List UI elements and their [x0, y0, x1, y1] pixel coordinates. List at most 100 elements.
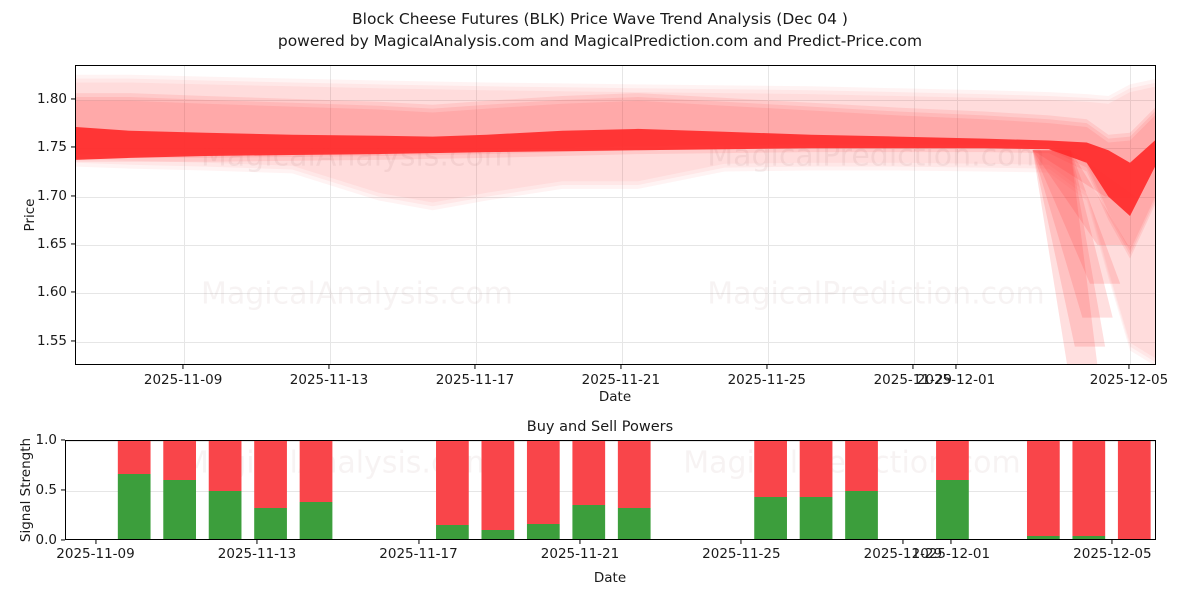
- wave-fan-segment: [1032, 150, 1106, 347]
- signal-xtick-label: 2025-11-21: [540, 546, 620, 562]
- signal-xtick-mark: [94, 540, 97, 544]
- signal-y-axis-label: Signal Strength: [18, 437, 34, 543]
- price-ytick-mark: [71, 291, 75, 293]
- sell-power-bar: [617, 441, 651, 508]
- signal-gridline-h: [66, 441, 1155, 442]
- wave-fan-segment: [1032, 150, 1121, 284]
- signal-xtick-label: 2025-11-29: [863, 546, 943, 562]
- sell-power-bar: [299, 441, 333, 502]
- price-xtick-mark: [474, 365, 476, 369]
- signal-x-axis-label: Date: [593, 570, 627, 586]
- wave-fan-segment: [1032, 150, 1128, 245]
- price-xtick-label: 2025-12-01: [916, 372, 996, 388]
- signal-xtick-label: 2025-12-05: [1073, 546, 1152, 562]
- buy-power-bar: [117, 474, 151, 539]
- price-xtick-label: 2025-12-05: [1089, 372, 1169, 388]
- signal-ytick-mark: [61, 539, 65, 541]
- buy-power-bar: [1072, 536, 1106, 539]
- sell-power-bar: [845, 441, 878, 491]
- signal-chart-title: Buy and Sell Powers: [526, 419, 674, 435]
- sell-power-bar: [163, 441, 197, 480]
- signal-xtick-label: 2025-12-01: [911, 546, 991, 562]
- buy-power-bar: [299, 502, 333, 539]
- price-gridline-v: [476, 66, 477, 364]
- price-ytick-label: 1.55: [36, 332, 67, 349]
- signal-ytick-label: 1.0: [35, 432, 57, 448]
- buy-power-bar: [163, 480, 197, 539]
- price-xtick-label: 2025-11-25: [727, 372, 807, 388]
- wave-band-band-mid: [76, 93, 1155, 251]
- buy-power-bar: [754, 497, 787, 539]
- buy-power-bar: [617, 508, 651, 539]
- price-ytick-mark: [71, 146, 75, 148]
- buy-power-bar: [481, 530, 515, 539]
- price-gridline-h: [76, 293, 1155, 295]
- sell-power-bar: [208, 441, 242, 491]
- signal-ytick-label: 0.5: [35, 482, 57, 498]
- price-gridline-v: [184, 66, 186, 364]
- price-ytick-mark: [71, 98, 75, 100]
- wave-band-band-core: [76, 127, 1155, 216]
- price-ytick-label: 1.70: [36, 187, 67, 204]
- signal-xtick-mark: [950, 540, 952, 544]
- wave-fan-segment: [1032, 150, 1113, 318]
- figure-title-line-2: powered by MagicalAnalysis.com and Magic…: [277, 32, 923, 50]
- sell-power-bar: [799, 441, 833, 497]
- signal-xtick-mark: [417, 540, 420, 544]
- price-xtick-label: 2025-11-13: [289, 372, 369, 388]
- sell-power-bar: [1117, 441, 1151, 539]
- figure-title-line-1: Block Cheese Futures (BLK) Price Wave Tr…: [352, 10, 848, 28]
- signal-xtick-mark: [740, 540, 742, 544]
- sell-power-bar: [117, 441, 151, 474]
- signal-xtick-label: 2025-11-17: [379, 546, 458, 562]
- price-ytick-mark: [71, 340, 75, 342]
- price-ytick-mark: [71, 243, 75, 245]
- buy-power-bar: [208, 491, 242, 539]
- sell-power-bar: [254, 441, 287, 508]
- signal-xtick-label: 2025-11-25: [702, 546, 781, 562]
- buy-power-bar: [799, 497, 833, 539]
- signal-xtick-mark: [579, 540, 581, 544]
- signal-ytick-label: 0.0: [35, 532, 57, 548]
- wave-fan-segment: [1032, 150, 1098, 364]
- price-xtick-label: 2025-11-09: [143, 372, 223, 388]
- price-y-axis-label: Price: [22, 198, 38, 232]
- price-wave-plot-area: MagicalAnalysis.com MagicalPrediction.com…: [75, 65, 1156, 365]
- price-ytick-label: 1.65: [36, 236, 67, 252]
- price-xtick-label: 2025-11-21: [581, 372, 661, 388]
- price-xtick-mark: [912, 365, 914, 369]
- price-xtick-mark: [328, 365, 330, 369]
- buy-power-bar: [1026, 536, 1060, 539]
- price-gridline-h: [76, 196, 1155, 198]
- price-x-axis-label: Date: [598, 389, 632, 405]
- signal-ytick-mark: [61, 439, 65, 441]
- price-ytick-label: 1.60: [36, 284, 67, 301]
- price-gridline-h: [76, 245, 1155, 246]
- price-xtick-mark: [1128, 365, 1130, 369]
- price-ytick-label: 1.80: [36, 90, 67, 107]
- sell-power-bar: [936, 441, 969, 480]
- signal-xtick-mark: [902, 540, 904, 544]
- buy-power-bar: [254, 508, 287, 539]
- price-ytick-mark: [71, 195, 75, 197]
- price-gridline-h: [76, 99, 1155, 101]
- buy-power-bar: [526, 524, 560, 539]
- price-wave-bands: [76, 74, 1155, 364]
- sell-power-bar: [526, 441, 560, 524]
- price-gridline-v: [330, 66, 331, 364]
- price-xtick-mark: [955, 365, 957, 369]
- sell-power-bar: [436, 441, 469, 525]
- sell-power-bar: [1026, 441, 1060, 536]
- buy-power-bar: [436, 525, 469, 539]
- price-gridline-v: [957, 66, 958, 364]
- sell-power-bar: [481, 441, 515, 530]
- sell-power-bar: [754, 441, 787, 497]
- price-gridline-v: [621, 66, 623, 364]
- price-xtick-mark: [182, 365, 184, 369]
- price-xtick-mark: [620, 365, 622, 369]
- signal-xtick-label: 2025-11-13: [217, 546, 297, 562]
- price-gridline-v: [913, 66, 915, 364]
- signal-gridline-h: [66, 491, 1155, 492]
